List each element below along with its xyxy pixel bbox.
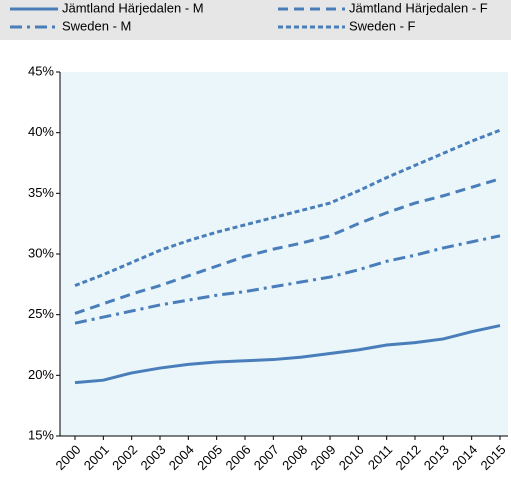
- x-tick-label: 2005: [194, 442, 225, 473]
- x-tick-label: 2014: [449, 442, 480, 473]
- x-tick-label: 2001: [81, 442, 112, 473]
- series-line: [74, 234, 501, 325]
- x-tick-label: 2000: [52, 442, 83, 473]
- y-tick-label: 15%: [28, 427, 54, 442]
- legend-label: Jämtland Härjedalen - M: [62, 0, 204, 15]
- x-tick-label: 2013: [421, 442, 452, 473]
- legend-label: Sweden - M: [62, 18, 131, 33]
- x-tick-label: 2011: [365, 442, 395, 472]
- series-line: [74, 177, 501, 315]
- x-tick-label: 2010: [336, 442, 367, 473]
- x-tick-label: 2007: [251, 442, 282, 473]
- x-tick-label: 2008: [279, 442, 310, 473]
- y-tick-label: 45%: [28, 63, 54, 78]
- y-tick-label: 30%: [28, 245, 54, 260]
- y-tick-label: 40%: [28, 124, 54, 139]
- x-tick-label: 2003: [137, 442, 168, 473]
- x-tick-label: 2004: [166, 442, 197, 473]
- legend-background: [0, 0, 511, 40]
- x-tick-label: 2009: [307, 442, 338, 473]
- y-tick-label: 20%: [28, 367, 54, 382]
- x-tick-label: 2002: [109, 442, 140, 473]
- plot-area: [60, 72, 508, 436]
- legend-label: Jämtland Härjedalen - F: [349, 0, 488, 15]
- series-line: [74, 324, 501, 385]
- y-tick-label: 25%: [28, 306, 54, 321]
- legend-label: Sweden - F: [349, 18, 416, 33]
- y-tick-label: 35%: [28, 185, 54, 200]
- series-line: [74, 128, 501, 287]
- x-tick-label: 2012: [392, 442, 423, 473]
- x-tick-label: 2015: [477, 442, 508, 473]
- x-tick-label: 2006: [222, 442, 253, 473]
